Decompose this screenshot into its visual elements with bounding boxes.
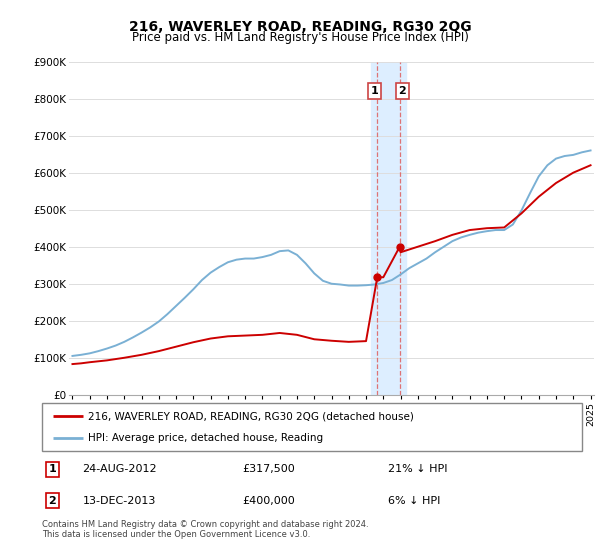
Text: 1: 1: [371, 86, 379, 96]
Text: HPI: Average price, detached house, Reading: HPI: Average price, detached house, Read…: [88, 433, 323, 443]
Text: £317,500: £317,500: [242, 464, 295, 474]
Text: Contains HM Land Registry data © Crown copyright and database right 2024.
This d: Contains HM Land Registry data © Crown c…: [42, 520, 368, 539]
Text: Price paid vs. HM Land Registry's House Price Index (HPI): Price paid vs. HM Land Registry's House …: [131, 31, 469, 44]
Text: 2: 2: [398, 86, 406, 96]
Text: 2: 2: [49, 496, 56, 506]
Text: 1: 1: [49, 464, 56, 474]
Text: 216, WAVERLEY ROAD, READING, RG30 2QG: 216, WAVERLEY ROAD, READING, RG30 2QG: [128, 20, 472, 34]
Text: 6% ↓ HPI: 6% ↓ HPI: [388, 496, 440, 506]
Bar: [371, 62, 406, 395]
Text: 21% ↓ HPI: 21% ↓ HPI: [388, 464, 447, 474]
Text: 24-AUG-2012: 24-AUG-2012: [83, 464, 157, 474]
Text: 13-DEC-2013: 13-DEC-2013: [83, 496, 156, 506]
Text: 216, WAVERLEY ROAD, READING, RG30 2QG (detached house): 216, WAVERLEY ROAD, READING, RG30 2QG (d…: [88, 411, 414, 421]
Text: £400,000: £400,000: [242, 496, 295, 506]
